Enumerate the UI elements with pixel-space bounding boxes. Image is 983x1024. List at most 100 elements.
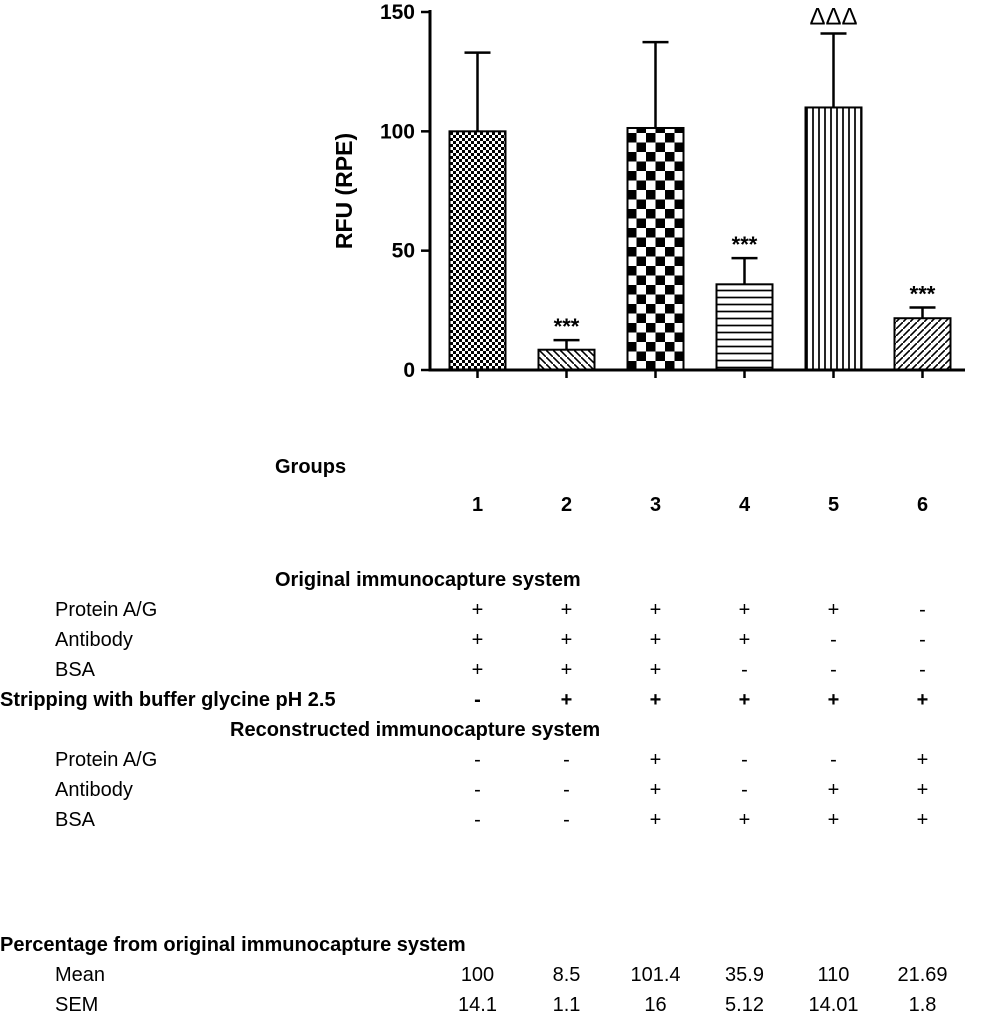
condition-row-reconstructed-bsa-col-3: +	[649, 809, 662, 831]
bar-group-1	[448, 130, 507, 371]
condition-row-original-antibody-col-5: -	[830, 629, 837, 651]
condition-row-original-bsa-col-2: +	[560, 659, 573, 681]
condition-row-reconstructed-bsa-col-6: +	[916, 809, 929, 831]
condition-row-reconstructed-antibody: Antibody - - + - + +	[0, 775, 983, 805]
bar-chart: *** *** ΔΔΔ *** 0 50 100 150 RFU (RPE)	[331, 1, 965, 382]
condition-row-reconstructed-protein-ag-col-4: -	[741, 749, 748, 771]
condition-row-reconstructed-protein-ag-col-2: -	[563, 749, 570, 771]
condition-row-original-antibody-col-1: +	[471, 629, 484, 651]
condition-row-reconstructed-protein-ag-col-3: +	[649, 749, 662, 771]
bar-group-3	[626, 126, 685, 371]
bar-group-5	[804, 106, 863, 371]
condition-row-original-antibody-label: Antibody	[55, 629, 133, 651]
condition-row-reconstructed-antibody-col-1: -	[474, 779, 481, 801]
stat-row-mean-row-col-2: 8.5	[552, 964, 581, 986]
y-tick-label: 150	[380, 1, 415, 24]
y-axis-label: RFU (RPE)	[331, 133, 357, 249]
condition-row-stripping-row-col-6: +	[916, 689, 929, 711]
condition-row-original-bsa-col-3: +	[649, 659, 662, 681]
condition-row-reconstructed-bsa-col-1: -	[474, 809, 481, 831]
condition-row-reconstructed-antibody-col-6: +	[916, 779, 929, 801]
condition-row-reconstructed-protein-ag-col-5: -	[830, 749, 837, 771]
condition-row-original-bsa-label: BSA	[55, 659, 96, 681]
group-numbers-row-col-5: 5	[827, 494, 840, 516]
group-numbers-row-col-1: 1	[471, 494, 484, 516]
condition-row-original-protein-ag-col-3: +	[649, 599, 662, 621]
significance-annotation-group-4: ***	[732, 232, 758, 257]
condition-row-reconstructed-protein-ag-col-6: +	[916, 749, 929, 771]
condition-row-original-antibody-col-4: +	[738, 629, 751, 651]
condition-row-stripping-row-col-1: -	[474, 689, 481, 711]
condition-row-original-protein-ag-col-1: +	[471, 599, 484, 621]
stat-row-mean-row: Mean 100 8.5 101.4 35.9 110 21.69	[0, 960, 983, 990]
bar-group-4	[715, 283, 774, 371]
group-numbers-row-col-6: 6	[916, 494, 929, 516]
condition-row-original-bsa: BSA + + + - - -	[0, 655, 983, 685]
group-numbers-row-col-2: 2	[560, 494, 573, 516]
condition-row-original-bsa-col-4: -	[741, 659, 748, 681]
condition-row-stripping-row-col-5: +	[827, 689, 840, 711]
condition-row-reconstructed-protein-ag-col-1: -	[474, 749, 481, 771]
group-numbers-row: 1 2 3 4 5 6	[0, 490, 983, 520]
significance-annotation-group-6: ***	[910, 281, 936, 306]
condition-row-original-bsa-col-1: +	[471, 659, 484, 681]
section-header-reconstructed-system-header: Reconstructed immunocapture system	[230, 719, 601, 741]
condition-row-original-protein-ag-col-5: +	[827, 599, 840, 621]
stat-row-sem-row-col-3: 16	[644, 994, 667, 1016]
group-numbers-row-col-3: 3	[649, 494, 662, 516]
group-numbers-row-col-4: 4	[738, 494, 751, 516]
condition-row-original-antibody: Antibody + + + + - -	[0, 625, 983, 655]
y-tick-label: 50	[392, 240, 415, 263]
section-header-original-system-header: Original immunocapture system	[275, 569, 581, 591]
stat-row-sem-row-col-5: 14.01	[808, 994, 859, 1016]
condition-row-reconstructed-bsa-col-2: -	[563, 809, 570, 831]
condition-row-reconstructed-protein-ag: Protein A/G - - + - - +	[0, 745, 983, 775]
condition-row-reconstructed-bsa: BSA - - + + + +	[0, 805, 983, 835]
stat-row-sem-row-label: SEM	[55, 994, 99, 1016]
condition-row-original-bsa-col-5: -	[830, 659, 837, 681]
condition-row-reconstructed-antibody-col-2: -	[563, 779, 570, 801]
stat-row-mean-row-col-4: 35.9	[725, 964, 764, 986]
stat-row-sem-row-col-6: 1.8	[908, 994, 937, 1016]
condition-row-stripping-row: Stripping with buffer glycine pH 2.5 - + + +…	[0, 685, 983, 715]
condition-row-original-protein-ag-label: Protein A/G	[55, 599, 158, 621]
stat-row-mean-row-label: Mean	[55, 964, 106, 986]
condition-row-original-antibody-col-2: +	[560, 629, 573, 651]
condition-row-reconstructed-antibody-label: Antibody	[55, 779, 133, 801]
percentage-header: Percentage from original immunocapture s…	[0, 934, 466, 956]
condition-row-stripping-row-col-2: +	[560, 689, 573, 711]
condition-row-original-protein-ag-col-4: +	[738, 599, 751, 621]
y-tick-label: 100	[380, 120, 415, 143]
significance-annotation-group-2: ***	[554, 314, 580, 339]
stat-row-sem-row-col-1: 14.1	[458, 994, 497, 1016]
group-numbers-row-label	[0, 490, 433, 520]
stat-row-mean-row-col-1: 100	[460, 964, 495, 986]
stat-row-sem-row-col-4: 5.12	[725, 994, 764, 1016]
condition-row-reconstructed-bsa-label: BSA	[55, 809, 96, 831]
groups-label: Groups	[275, 456, 347, 478]
significance-annotation-group-5: ΔΔΔ	[809, 3, 857, 30]
condition-row-stripping-row-col-4: +	[738, 689, 751, 711]
condition-row-reconstructed-antibody-col-3: +	[649, 779, 662, 801]
y-tick-label: 0	[403, 359, 415, 382]
condition-row-stripping-row-col-3: +	[649, 689, 662, 711]
condition-row-original-protein-ag-col-2: +	[560, 599, 573, 621]
condition-row-reconstructed-antibody-col-5: +	[827, 779, 840, 801]
stat-row-sem-row-col-2: 1.1	[552, 994, 581, 1016]
stat-row-mean-row-col-3: 101.4	[630, 964, 681, 986]
condition-row-original-protein-ag-col-6: -	[919, 599, 926, 621]
stat-row-mean-row-col-6: 21.69	[897, 964, 948, 986]
conditions-table: Groups 1 2 3 4 5 6 Original immunocapture syste…	[0, 452, 983, 1020]
stat-row-sem-row: SEM 14.1 1.1 16 5.12 14.01 1.8	[0, 990, 983, 1020]
stat-row-mean-row-col-5: 110	[817, 964, 850, 986]
condition-row-reconstructed-bsa-col-5: +	[827, 809, 840, 831]
condition-row-reconstructed-bsa-col-4: +	[738, 809, 751, 831]
condition-row-reconstructed-protein-ag-label: Protein A/G	[55, 749, 158, 771]
condition-row-reconstructed-antibody-col-4: -	[741, 779, 748, 801]
condition-row-stripping-row-label: Stripping with buffer glycine pH 2.5	[0, 689, 336, 711]
condition-row-original-protein-ag: Protein A/G + + + + + -	[0, 595, 983, 625]
condition-row-original-antibody-col-6: -	[919, 629, 926, 651]
bar-group-6	[893, 317, 952, 371]
condition-row-original-antibody-col-3: +	[649, 629, 662, 651]
